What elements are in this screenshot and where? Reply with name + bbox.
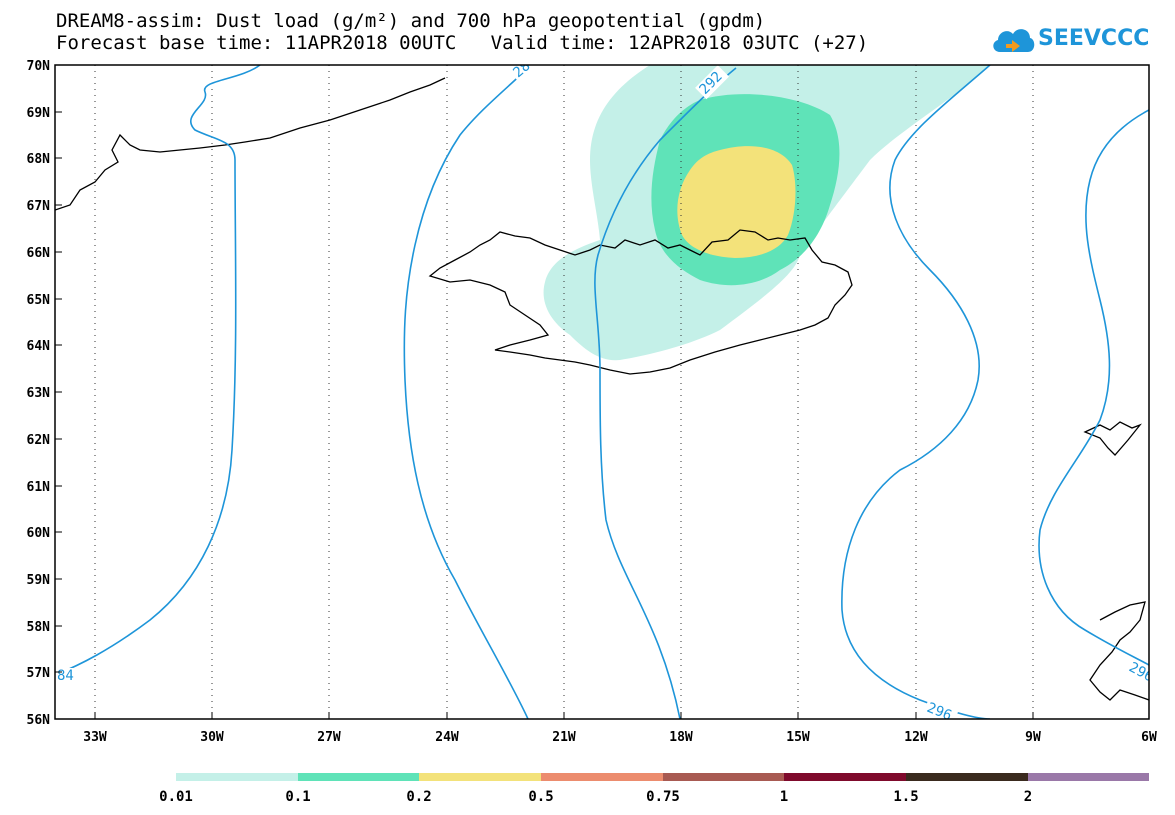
coastlines: [55, 77, 1149, 701]
grid-lines: [94, 65, 1034, 719]
lat-label: 60N: [27, 526, 51, 541]
lat-label: 67N: [27, 199, 51, 214]
map-title: DREAM8-assim: Dust load (g/m²) and 700 h…: [56, 10, 766, 32]
lat-label: 59N: [27, 573, 51, 588]
colorbar-segment: [663, 773, 784, 781]
colorbar-segment: [419, 773, 541, 781]
colorbar-label: 0.1: [285, 789, 310, 805]
colorbar-segment: [784, 773, 906, 781]
colorbar-segment: [906, 773, 1028, 781]
lat-label: 58N: [27, 620, 51, 635]
lon-label: 27W: [317, 730, 341, 745]
lat-label: 65N: [27, 293, 51, 308]
iceland-coast: [428, 229, 853, 375]
lon-label: 30W: [200, 730, 224, 745]
lon-label: 24W: [435, 730, 459, 745]
geopotential-contours: [55, 65, 1149, 719]
colorbar: 0.01 0.1 0.2 0.5 0.75 1 1.5 2: [159, 773, 1149, 805]
dust-area-02: [677, 146, 796, 258]
lat-label: 68N: [27, 152, 51, 167]
cloud-icon: [993, 29, 1035, 52]
lat-label: 63N: [27, 386, 51, 401]
lon-label: 6W: [1141, 730, 1157, 745]
colorbar-label: 2: [1024, 789, 1032, 805]
contour-label: 296: [1126, 659, 1156, 685]
colorbar-segment: [1028, 773, 1149, 781]
faroe-coast: [1083, 421, 1142, 456]
seevccc-logo: SEEVCCC: [990, 22, 1160, 56]
lon-label: 21W: [552, 730, 576, 745]
colorbar-label: 1: [780, 789, 788, 805]
tick-marks: [55, 64, 1034, 719]
colorbar-segment: [176, 773, 298, 781]
lat-label: 66N: [27, 246, 51, 261]
contour-label: 296: [925, 700, 954, 724]
greenland-coast: [55, 77, 446, 211]
lon-label: 15W: [786, 730, 810, 745]
colorbar-label: 0.2: [406, 789, 431, 805]
lat-label: 64N: [27, 339, 51, 354]
contour-292: [594, 67, 737, 719]
lon-label: 12W: [904, 730, 928, 745]
lon-label: 9W: [1025, 730, 1041, 745]
plot-area: 288 292 296 84 296: [55, 65, 1156, 724]
colorbar-label: 0.75: [646, 789, 680, 805]
longitude-labels: 33W 30W 27W 24W 21W 18W 15W 12W 9W 6W: [83, 730, 1157, 745]
latitude-labels: 70N 69N 68N 67N 66N 65N 64N 63N 62N 61N …: [27, 59, 51, 728]
colorbar-segment: [298, 773, 419, 781]
colorbar-label: 1.5: [893, 789, 918, 805]
map-subtitle: Forecast base time: 11APR2018 00UTC Vali…: [56, 32, 869, 54]
scotland-coast: [1089, 601, 1149, 701]
contour-296-a: [841, 65, 991, 719]
lat-label: 69N: [27, 106, 51, 121]
lon-label: 18W: [669, 730, 693, 745]
contour-284: [55, 65, 261, 676]
contour-296-b: [1038, 109, 1149, 666]
lat-label: 70N: [27, 59, 51, 74]
colorbar-segment: [541, 773, 663, 781]
logo-text: SEEVCCC: [1038, 26, 1150, 51]
lat-label: 61N: [27, 480, 51, 495]
lat-label: 62N: [27, 433, 51, 448]
colorbar-label: 0.5: [528, 789, 553, 805]
lon-label: 33W: [83, 730, 107, 745]
contour-288: [403, 67, 529, 719]
lat-label: 57N: [27, 666, 51, 681]
colorbar-label: 0.01: [159, 789, 193, 805]
contour-label: 84: [57, 668, 74, 684]
lat-label: 56N: [27, 713, 51, 728]
